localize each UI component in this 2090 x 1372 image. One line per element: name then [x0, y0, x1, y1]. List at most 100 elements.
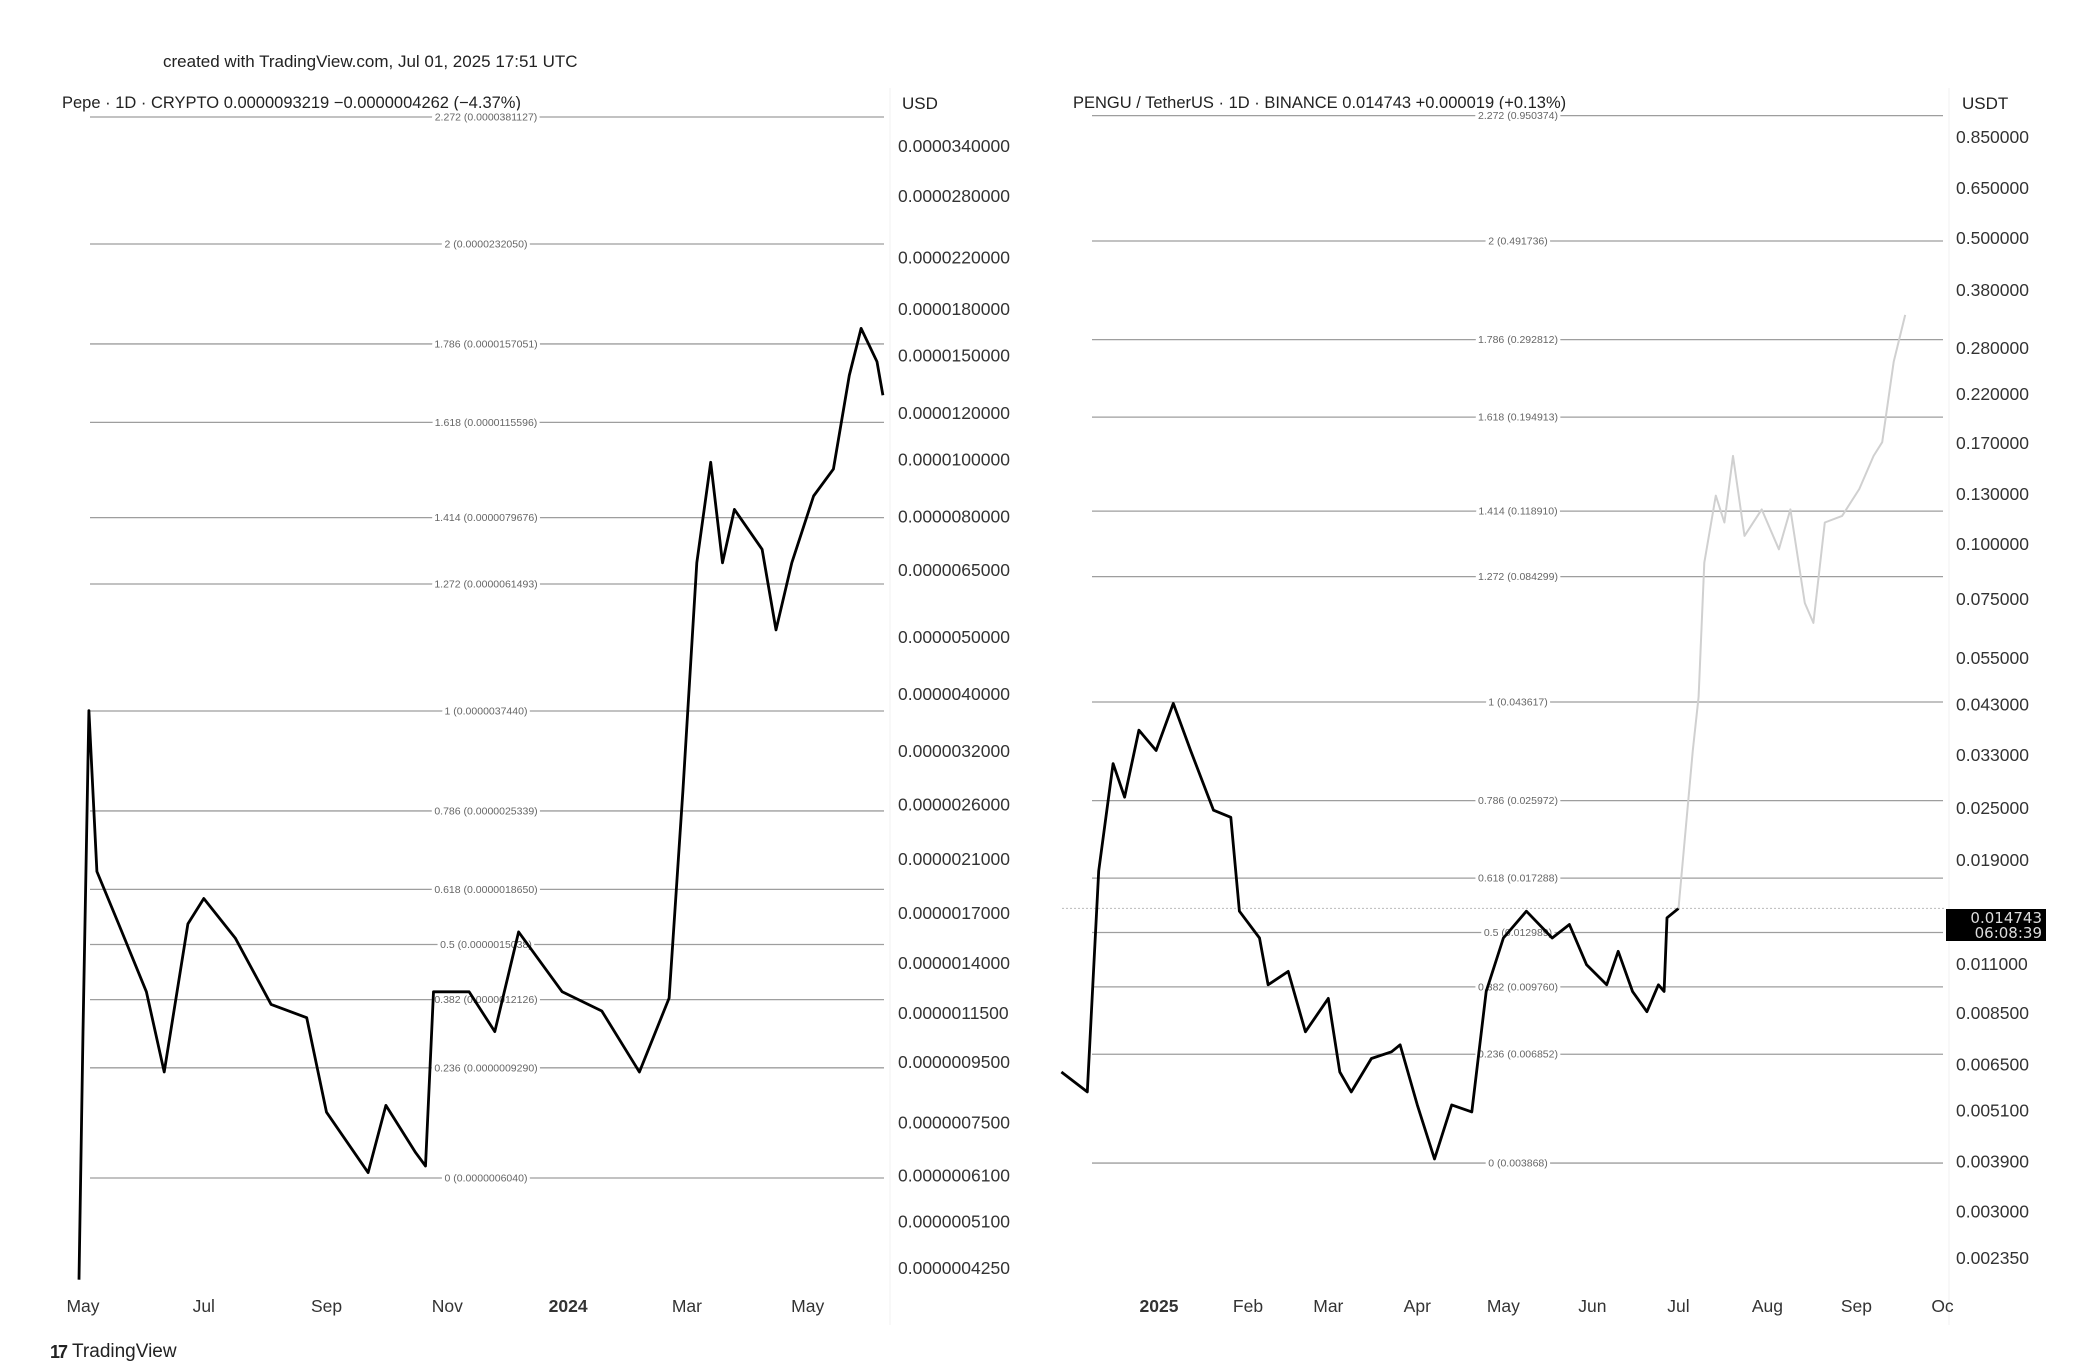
pengu-y-tick-label: 0.003000 — [1956, 1201, 2029, 1221]
pengu-y-tick-label: 0.019000 — [1956, 850, 2029, 870]
pepe-y-tick-label: 0.0000220000 — [898, 248, 1010, 268]
pengu-y-tick-label: 0.500000 — [1956, 228, 2029, 248]
pengu-y-tick-label: 0.650000 — [1956, 178, 2029, 198]
pepe-y-tick-label: 0.0000100000 — [898, 449, 1010, 469]
last-price-value: 0.014743 — [1970, 909, 2042, 927]
pengu-y-tick-label: 0.008500 — [1956, 1003, 2029, 1023]
pepe-fib-label: 1.618 (0.0000115596) — [435, 417, 538, 429]
pengu-projection-line — [1677, 314, 1907, 909]
pepe-chart-header: Pepe · 1D · CRYPTO 0.0000093219 −0.00000… — [62, 94, 521, 112]
pepe-y-tick-label: 0.0000006100 — [898, 1165, 1010, 1185]
pengu-y-tick-label: 0.055000 — [1956, 648, 2029, 668]
pengu-y-tick-label: 0.006500 — [1956, 1054, 2029, 1074]
pepe-price-line — [77, 327, 885, 1280]
pengu-fib-label: 0.618 (0.017288) — [1478, 873, 1558, 885]
pepe-y-tick-label: 0.0000026000 — [898, 794, 1010, 814]
tradingview-logo-icon: 17 — [50, 1341, 68, 1362]
pengu-chart[interactable]: 2.272 (0.950374) 2 (0.491736) 1.786 (0.292… — [1060, 88, 2029, 1325]
pepe-y-tick-label: 0.0000040000 — [898, 684, 1010, 704]
pepe-y-tick-label: 0.0000011500 — [898, 1003, 1009, 1023]
pepe-x-tick-label: Jul — [193, 1296, 215, 1316]
pengu-y-tick-label: 0.011000 — [1956, 954, 2028, 974]
pepe-y-tick-label: 0.0000340000 — [898, 136, 1010, 156]
pengu-y-tick-label: 0.005100 — [1956, 1100, 2029, 1120]
pengu-fib-label: 0.786 (0.025972) — [1478, 795, 1558, 807]
pepe-x-tick-label: Mar — [672, 1296, 702, 1316]
pepe-fib-label: 0.5 (0.0000015038) — [440, 939, 532, 951]
pepe-y-tick-label: 0.0000080000 — [898, 507, 1010, 527]
pengu-x-tick-label: Feb — [1233, 1296, 1263, 1316]
pepe-currency-label: USD — [902, 94, 938, 113]
pepe-x-tick-label: Sep — [311, 1296, 342, 1316]
pepe-y-tick-label: 0.0000180000 — [898, 299, 1010, 319]
pepe-x-tick-label: 2024 — [549, 1296, 588, 1316]
pengu-fib-label: 1 (0.043617) — [1488, 697, 1548, 709]
pengu-x-tick-label: Mar — [1313, 1296, 1343, 1316]
pengu-fib-label: 2.272 (0.950374) — [1478, 110, 1558, 122]
pepe-fib-label: 1.272 (0.0000061493) — [434, 578, 537, 590]
pepe-y-tick-label: 0.0000032000 — [898, 741, 1010, 761]
pepe-fib-label: 0 (0.0000006040) — [445, 1173, 528, 1185]
pengu-y-tick-label: 0.043000 — [1956, 695, 2029, 715]
pepe-fib-label: 0.382 (0.0000012126) — [434, 994, 537, 1006]
pepe-x-tick-label: May — [791, 1296, 824, 1316]
pengu-y-tick-label: 0.025000 — [1956, 798, 2029, 818]
pengu-fib-label: 0 (0.003868) — [1488, 1158, 1548, 1170]
pepe-y-tick-label: 0.0000005100 — [898, 1211, 1010, 1231]
pepe-fib-label: 1.414 (0.0000079676) — [434, 512, 537, 524]
pengu-y-tick-label: 0.002350 — [1956, 1248, 2029, 1268]
pepe-fib-label: 2.272 (0.0000381127) — [435, 111, 538, 123]
pepe-y-tick-label: 0.0000007500 — [898, 1113, 1010, 1133]
pengu-price-line — [1060, 702, 1680, 1161]
pepe-y-tick-label: 0.0000065000 — [898, 560, 1010, 580]
pengu-fib-label: 1.618 (0.194913) — [1478, 412, 1558, 424]
pengu-y-tick-label: 0.033000 — [1956, 745, 2029, 765]
pengu-y-tick-label: 0.075000 — [1956, 589, 2029, 609]
pepe-chart[interactable]: 2.272 (0.0000381127) 2 (0.0000232050) 1.78… — [66, 88, 1010, 1325]
pepe-y-tick-label: 0.0000004250 — [898, 1258, 1010, 1278]
created-with-note: created with TradingView.com, Jul 01, 20… — [163, 52, 578, 71]
pengu-x-tick-label: Apr — [1404, 1296, 1431, 1316]
pengu-x-tick-label: May — [1487, 1296, 1520, 1316]
pengu-y-tick-label: 0.170000 — [1956, 433, 2029, 453]
pepe-fib-label: 2 (0.0000232050) — [445, 239, 528, 251]
pepe-fib-label: 1 (0.0000037440) — [445, 706, 528, 718]
pepe-y-tick-label: 0.0000120000 — [898, 403, 1010, 423]
pengu-y-tick-label: 0.280000 — [1956, 338, 2029, 358]
pengu-fib-label: 0.382 (0.009760) — [1478, 981, 1558, 993]
pengu-fib-label: 1.272 (0.084299) — [1478, 571, 1558, 583]
pepe-y-tick-label: 0.0000021000 — [898, 849, 1010, 869]
tradingview-logo-text: TradingView — [72, 1341, 177, 1362]
pepe-x-tick-label: May — [66, 1296, 99, 1316]
pengu-currency-label: USDT — [1962, 94, 2009, 113]
bar-countdown: 06:08:39 — [1974, 924, 2042, 942]
pengu-x-tick-label: Sep — [1841, 1296, 1872, 1316]
pepe-y-tick-label: 0.0000150000 — [898, 346, 1010, 366]
pengu-fib-label: 1.786 (0.292812) — [1478, 334, 1558, 346]
pepe-y-tick-label: 0.0000009500 — [898, 1052, 1010, 1072]
pepe-y-tick-label: 0.0000280000 — [898, 186, 1010, 206]
pengu-y-tick-label: 0.380000 — [1956, 280, 2029, 300]
pepe-y-tick-label: 0.0000014000 — [898, 953, 1010, 973]
pepe-x-tick-label: Nov — [432, 1296, 463, 1316]
pengu-y-tick-label: 0.100000 — [1956, 534, 2029, 554]
pepe-fib-label: 0.236 (0.0000009290) — [434, 1062, 537, 1074]
pengu-x-tick-label: Jul — [1667, 1296, 1689, 1316]
pengu-y-tick-label: 0.850000 — [1956, 127, 2029, 147]
pepe-fib-label: 1.786 (0.0000157051) — [434, 338, 537, 350]
pengu-fib-label: 0.5 (0.012989) — [1484, 927, 1552, 939]
pengu-fib-label: 0.236 (0.006852) — [1478, 1049, 1558, 1061]
pengu-chart-header: PENGU / TetherUS · 1D · BINANCE 0.014743… — [1073, 94, 1567, 112]
pepe-y-tick-label: 0.0000017000 — [898, 903, 1010, 923]
pepe-y-tick-label: 0.0000050000 — [898, 627, 1010, 647]
pengu-fib-label: 1.414 (0.118910) — [1478, 506, 1557, 518]
pepe-fib-label: 0.618 (0.0000018650) — [434, 884, 537, 896]
pengu-y-tick-label: 0.130000 — [1956, 484, 2029, 504]
pengu-x-tick-label: Jun — [1578, 1296, 1606, 1316]
last-price-badge: 0.014743 06:08:39 — [1946, 909, 2046, 941]
pengu-y-tick-label: 0.003900 — [1956, 1151, 2029, 1171]
tradingview-logo: 17 TradingView — [50, 1341, 177, 1363]
pengu-y-tick-label: 0.220000 — [1956, 384, 2029, 404]
pengu-x-tick-label: Aug — [1752, 1296, 1783, 1316]
